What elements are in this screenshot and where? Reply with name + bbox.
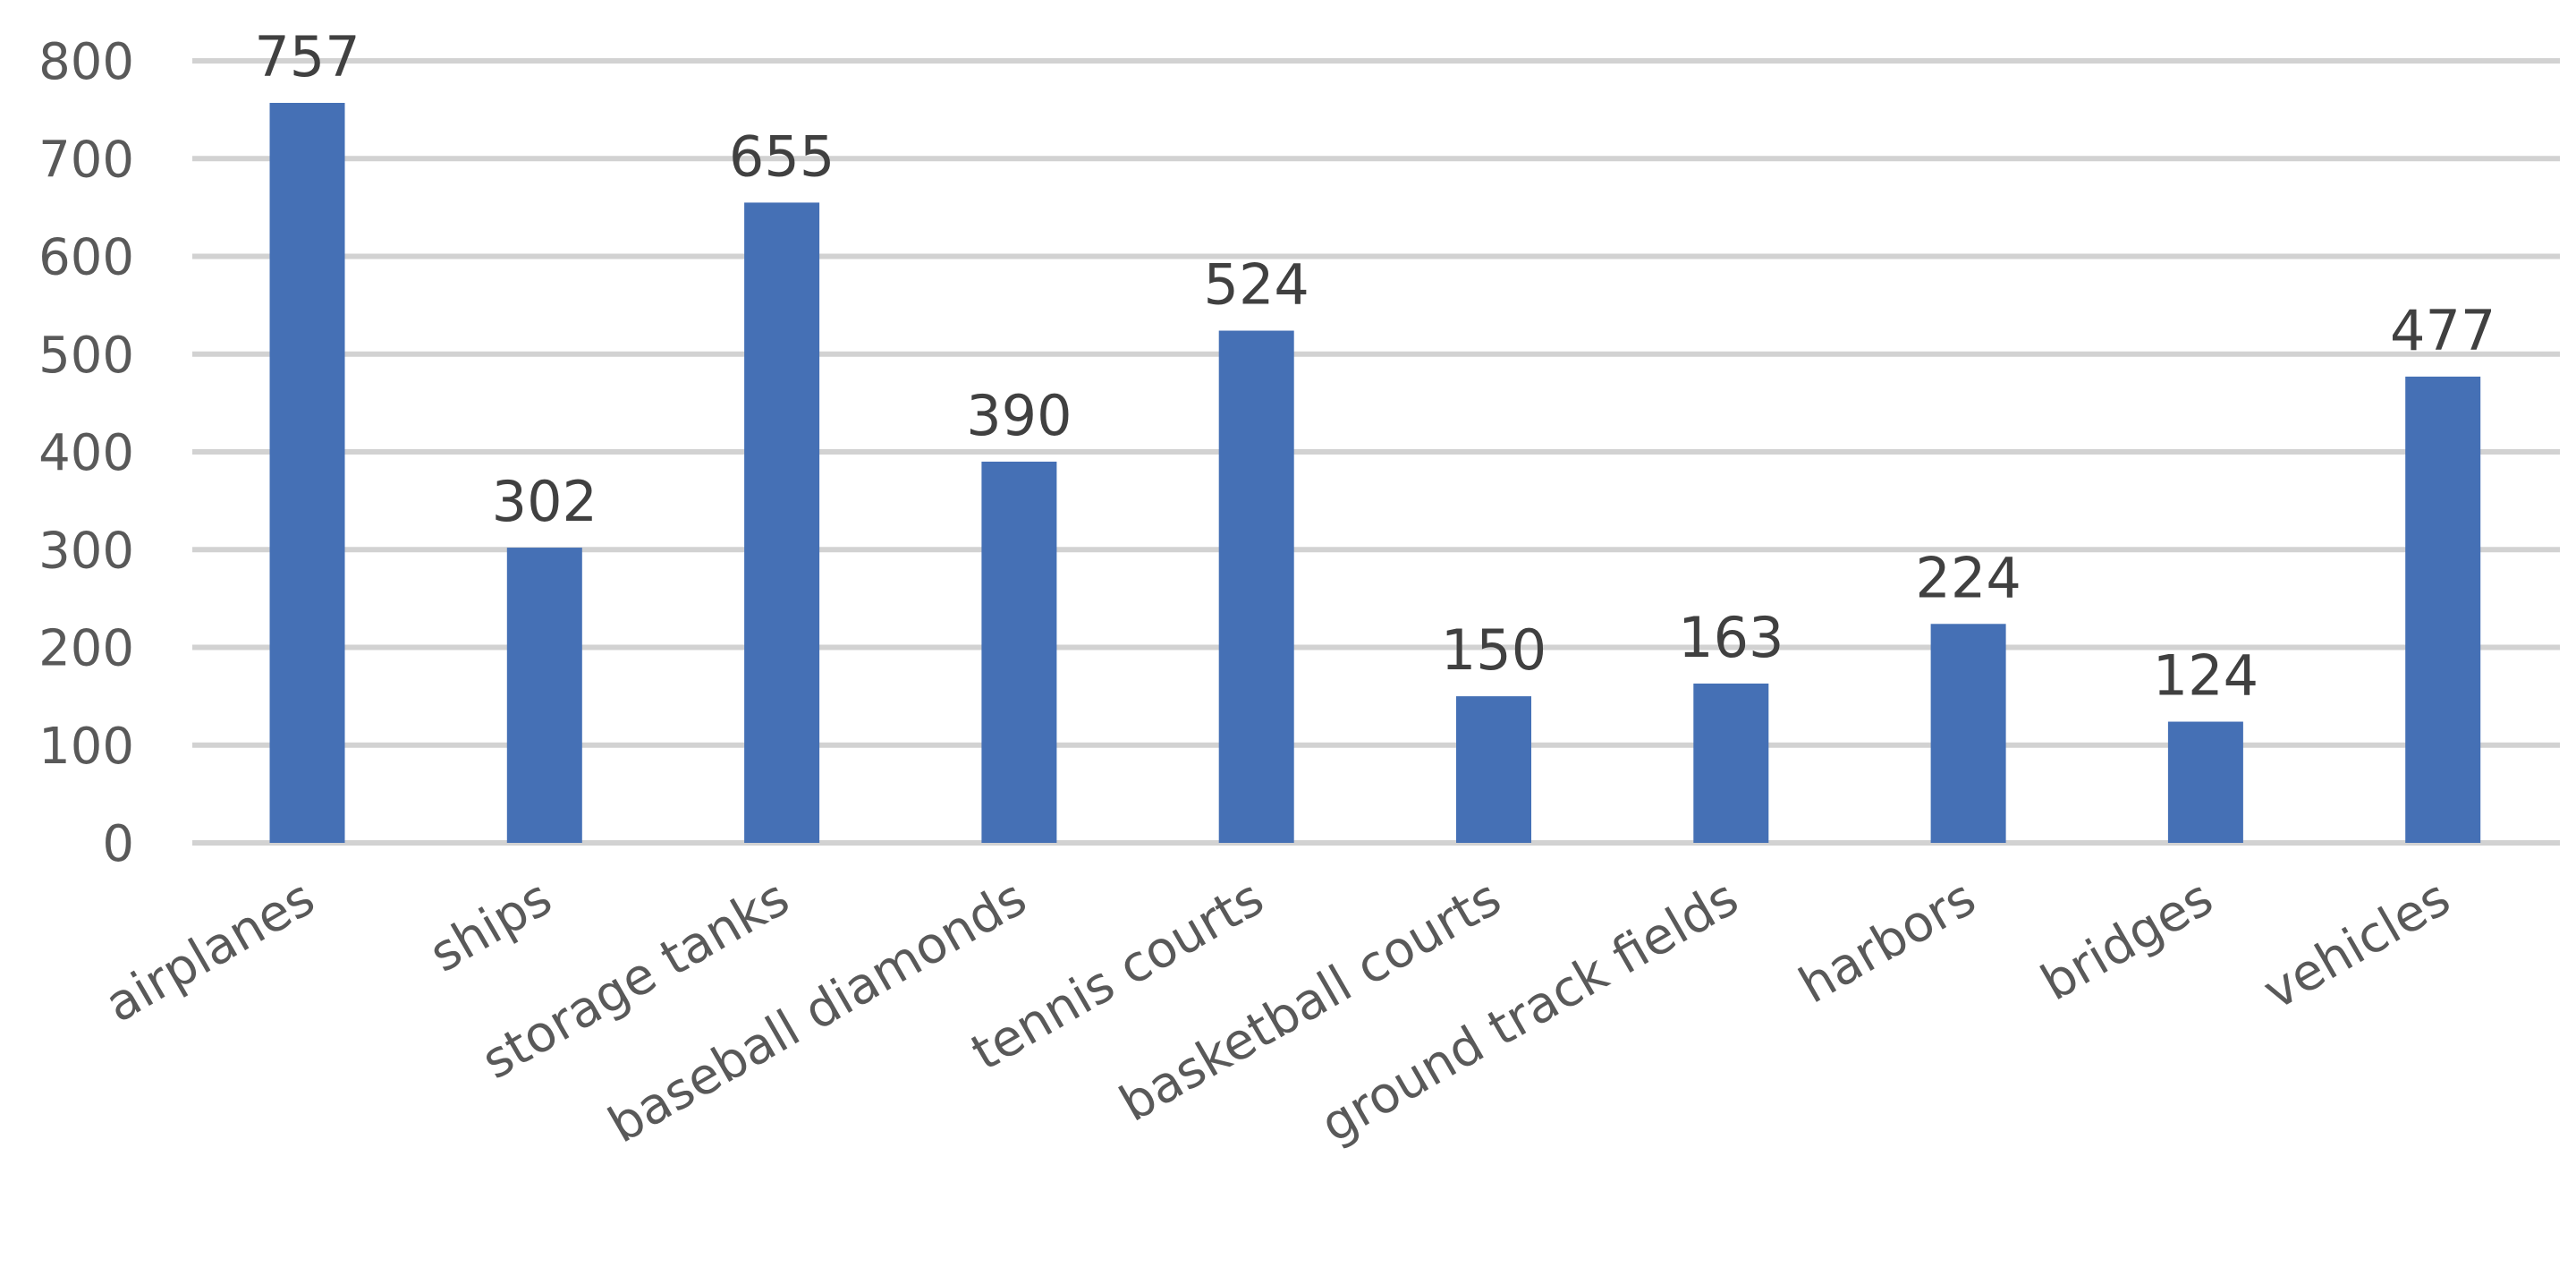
bar-ships (506, 548, 582, 843)
data-labels: 757 302 655 390 524 150 163 224 124 477 (254, 24, 2496, 709)
bar-vehicles (2405, 376, 2481, 843)
y-tick-label: 800 (38, 33, 134, 91)
data-label: 163 (1678, 605, 1784, 670)
x-tick-label: baseball diamonds (599, 869, 1037, 1155)
y-axis-tick-labels: 0 100 200 300 400 500 600 700 800 (38, 33, 134, 873)
y-tick-label: 400 (38, 424, 134, 482)
bar-storage-tanks (744, 202, 820, 844)
x-tick-label: harbors (1790, 869, 1986, 1016)
bar-airplanes (269, 102, 345, 844)
y-tick-label: 300 (38, 522, 134, 580)
y-tick-label: 500 (38, 327, 134, 385)
x-tick-label: airplanes (96, 869, 324, 1034)
y-tick-label: 700 (38, 131, 134, 189)
y-tick-label: 100 (38, 718, 134, 776)
y-tick-label: 0 (102, 815, 134, 873)
x-tick-label: ships (420, 869, 562, 984)
data-label: 150 (1441, 617, 1546, 683)
y-tick-label: 600 (38, 229, 134, 287)
bar-baseball-diamonds (981, 461, 1057, 843)
data-label: 390 (966, 383, 1072, 448)
data-label: 224 (1915, 545, 2021, 610)
x-tick-label: bridges (2032, 869, 2223, 1013)
bar-tennis-courts (1218, 330, 1294, 843)
data-label: 302 (492, 469, 597, 534)
data-label: 524 (1204, 252, 1309, 318)
bar-basketball-courts (1456, 696, 1531, 843)
data-label: 477 (2390, 298, 2496, 363)
x-tick-label: basketball courts (1110, 869, 1511, 1134)
bar-harbors (1930, 624, 2006, 843)
bars (269, 102, 2481, 844)
data-label: 757 (254, 24, 360, 89)
bar-ground-track-fields (1693, 683, 1769, 843)
data-label: 655 (729, 123, 835, 189)
x-tick-label: ground track fields (1311, 869, 1748, 1154)
bar-bridges (2167, 721, 2243, 843)
data-label: 124 (2153, 643, 2258, 709)
gridlines (192, 58, 2560, 846)
y-tick-label: 200 (38, 620, 134, 678)
x-tick-label: vehicles (2254, 869, 2460, 1022)
